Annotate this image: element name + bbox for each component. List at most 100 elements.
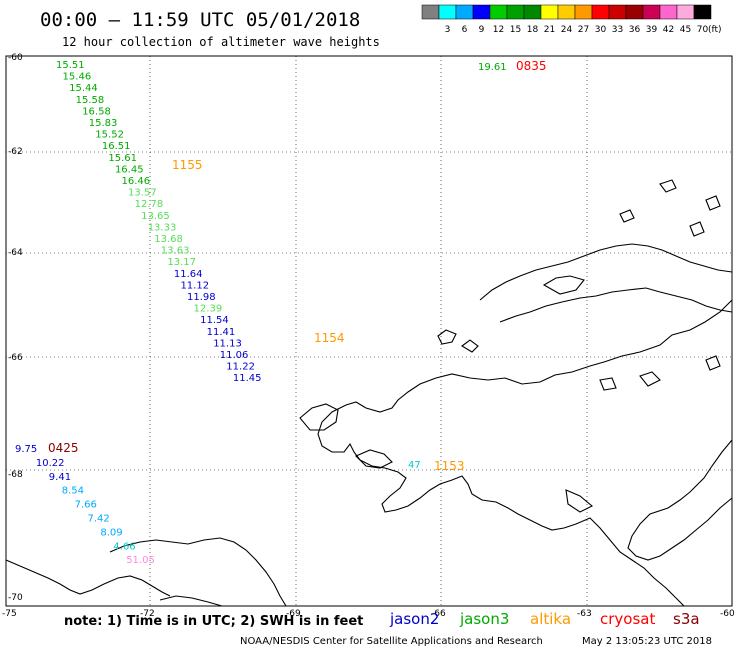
swh-reading: 7.42 (88, 514, 110, 525)
legend-label: 70 (697, 25, 709, 35)
swh-reading: 13.57 (128, 188, 157, 199)
swh-reading: 9.41 (49, 472, 71, 483)
legend-swatch (659, 4, 678, 20)
map-frame (5, 55, 733, 607)
lat-label: -60 (8, 53, 23, 63)
satellite-name: jason3 (459, 610, 509, 628)
map-subtitle: 12 hour collection of altimeter wave hei… (62, 35, 380, 49)
lon-label: -69 (286, 609, 301, 619)
legend-swatch (557, 4, 576, 20)
legend-label: 12 (493, 25, 504, 35)
legend-swatch (489, 4, 508, 20)
isolated-readings: 19.61 0835 1154 1153 47 (314, 59, 547, 473)
legend-swatch (693, 4, 712, 20)
legend-swatch (455, 4, 474, 20)
swh-reading: 11.22 (226, 362, 255, 373)
legend-label: 42 (663, 25, 674, 35)
pass-time-label: 0835 (516, 59, 547, 73)
pass-time-label: 0425 (48, 441, 79, 455)
reading-value: 47 (408, 460, 421, 471)
color-legend: 3 6 9 12 15 18 21 24 27 30 33 36 39 42 45 70 (ft) (421, 4, 722, 35)
coastline (5, 179, 733, 607)
lon-label: -60 (720, 609, 735, 619)
satellite-name: s3a (673, 610, 700, 628)
swh-reading: 13.17 (167, 257, 196, 268)
swh-reading: 11.12 (180, 280, 209, 291)
map-title: 00:00 – 11:59 UTC 05/01/2018 (40, 9, 360, 31)
lat-label: -64 (8, 248, 23, 258)
swh-reading: 16.46 (122, 176, 151, 187)
pass-time-label: 1155 (172, 158, 203, 172)
swh-reading: 10.22 (36, 458, 65, 469)
legend-swatch (676, 4, 695, 20)
swh-reading: 11.98 (187, 292, 216, 303)
lat-label: -62 (8, 147, 23, 157)
legend-swatch (438, 4, 457, 20)
swh-reading: 15.83 (89, 118, 118, 129)
lat-label: -70 (8, 593, 23, 603)
swh-reading: 16.51 (102, 141, 131, 152)
legend-swatch (540, 4, 559, 20)
timestamp: May 2 13:05:23 UTC 2018 (582, 636, 712, 647)
swh-reading: 8.09 (100, 527, 122, 538)
legend-label: 27 (578, 25, 589, 35)
swh-reading: 13.63 (161, 246, 190, 257)
legend-swatch (608, 4, 627, 20)
legend-unit: (ft) (708, 25, 722, 35)
swh-reading: 8.54 (62, 486, 84, 497)
lat-label: -66 (8, 353, 23, 363)
satellite-name: altika (530, 610, 571, 628)
lon-label: -72 (140, 609, 155, 619)
legend-swatch (506, 4, 525, 20)
swh-reading: 11.41 (207, 327, 236, 338)
lon-label: -75 (2, 609, 17, 619)
swh-reading: 9.75 (15, 444, 37, 455)
legend-label: 9 (479, 25, 485, 35)
swh-reading: 13.33 (148, 222, 177, 233)
swh-reading: 15.52 (95, 130, 124, 141)
swh-reading: 11.45 (233, 373, 262, 384)
legend-swatch (642, 4, 661, 20)
satellite-name: cryosat (600, 610, 655, 628)
swh-reading: 11.64 (174, 269, 203, 280)
swh-reading: 13.65 (141, 211, 170, 222)
satellite-name: jason2 (389, 610, 439, 628)
legend-label: 21 (544, 25, 555, 35)
legend-label: 36 (629, 25, 641, 35)
swh-reading: 4.66 (113, 541, 135, 552)
swh-reading: 13.68 (154, 234, 183, 245)
legend-swatch (421, 4, 440, 20)
credit-line: NOAA/NESDIS Center for Satellite Applica… (240, 636, 543, 647)
legend-label: 45 (680, 25, 691, 35)
lon-label: -66 (431, 609, 446, 619)
lon-axis-labels: -75 -72 -69 -66 -63 -60 (2, 609, 735, 619)
footer-note: note: 1) Time is in UTC; 2) SWH is in fe… (64, 614, 363, 629)
legend-label: 6 (462, 25, 468, 35)
lon-label: -63 (577, 609, 592, 619)
reading-value: 19.61 (478, 62, 507, 73)
swh-reading: 16.45 (115, 164, 144, 175)
swh-reading: 51.05 (126, 555, 155, 566)
graticule (6, 56, 732, 606)
swh-reading: 11.54 (200, 315, 229, 326)
legend-label: 33 (612, 25, 623, 35)
altimeter-tracks: 15.5115.4615.4415.5816.5815.8315.5216.51… (15, 60, 261, 566)
swh-reading: 15.44 (69, 83, 98, 94)
swh-reading: 15.58 (76, 95, 105, 106)
satellite-legend: jason2 jason3 altika cryosat s3a (389, 610, 700, 628)
legend-swatch (625, 4, 644, 20)
swh-reading: 11.13 (213, 338, 242, 349)
swh-reading: 15.51 (56, 60, 85, 71)
legend-label: 39 (646, 25, 658, 35)
pass-time-label: 1154 (314, 331, 345, 345)
swh-reading: 15.61 (108, 153, 137, 164)
legend-label: 15 (510, 25, 521, 35)
legend-swatch (591, 4, 610, 20)
swh-reading: 15.46 (63, 72, 92, 83)
swh-reading: 7.66 (75, 500, 97, 511)
lat-label: -68 (8, 470, 23, 480)
legend-label: 24 (561, 25, 573, 35)
legend-swatch (574, 4, 593, 20)
swh-reading: 12.78 (135, 199, 164, 210)
